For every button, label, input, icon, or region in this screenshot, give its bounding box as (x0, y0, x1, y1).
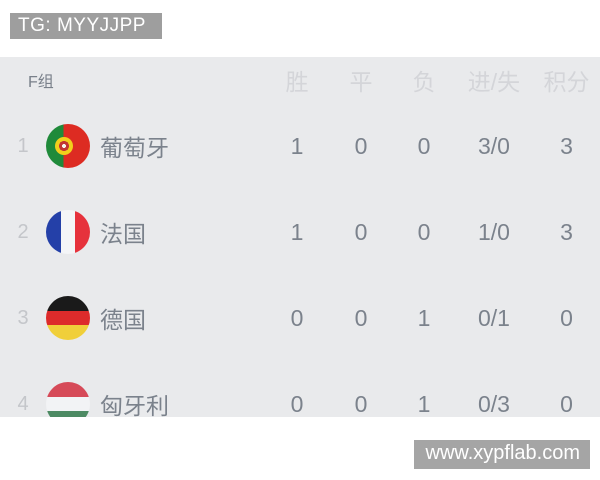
table-row[interactable]: 4 匈牙利 0 0 1 0/3 0 (0, 361, 600, 417)
table-rows: 1 葡萄牙 1 0 0 3/0 3 2 法国 1 0 0 1/0 3 3 德国 … (0, 103, 600, 417)
flag-cell (38, 382, 100, 417)
flag-cell (38, 210, 100, 254)
losses-value: 1 (417, 304, 431, 331)
column-header-goals: 进/失 (467, 69, 521, 95)
points-value: 3 (560, 132, 573, 159)
points-value: 3 (560, 218, 573, 245)
germany-flag-icon (46, 296, 90, 340)
table-row[interactable]: 2 法国 1 0 0 1/0 3 (0, 189, 600, 275)
group-title: F组 (28, 74, 54, 91)
table-header-row: F组 胜 平 负 进/失 积分 (0, 57, 600, 103)
wins-value: 1 (290, 218, 304, 245)
goals-for-against-value: 1/0 (478, 218, 510, 245)
column-header-draws: 平 (349, 69, 373, 95)
losses-value: 0 (417, 218, 431, 245)
losses-value: 1 (417, 390, 431, 417)
tg-watermark-badge: TG: MYYJJPP (10, 13, 162, 39)
column-header-points: 积分 (543, 69, 590, 95)
wins-value: 0 (290, 304, 304, 331)
losses-value: 0 (417, 132, 431, 159)
column-header-wins: 胜 (285, 69, 309, 95)
team-name: 法国 (100, 221, 146, 247)
draws-value: 0 (354, 132, 368, 159)
column-header-losses: 负 (412, 69, 436, 95)
goals-for-against-value: 0/3 (478, 390, 510, 417)
team-name: 匈牙利 (100, 393, 169, 417)
rank-label: 1 (17, 134, 29, 157)
wins-value: 0 (290, 390, 304, 417)
flag-cell (38, 124, 100, 168)
rank-label: 3 (17, 306, 29, 329)
table-row[interactable]: 1 葡萄牙 1 0 0 3/0 3 (0, 103, 600, 189)
team-name: 葡萄牙 (100, 135, 169, 161)
draws-value: 0 (354, 304, 368, 331)
goals-for-against-value: 0/1 (478, 304, 510, 331)
team-name: 德国 (100, 307, 146, 333)
rank-label: 2 (17, 220, 29, 243)
standings-table: F组 胜 平 负 进/失 积分 1 葡萄牙 1 0 0 3/0 3 2 法国 1… (0, 57, 600, 417)
france-flag-icon (46, 210, 90, 254)
rank-label: 4 (17, 392, 29, 415)
hungary-flag-icon (46, 382, 90, 417)
flag-cell (38, 296, 100, 340)
portugal-flag-icon (46, 124, 90, 168)
table-row[interactable]: 3 德国 0 0 1 0/1 0 (0, 275, 600, 361)
draws-value: 0 (354, 390, 368, 417)
draws-value: 0 (354, 218, 368, 245)
wins-value: 1 (290, 132, 304, 159)
portugal-emblem-icon (54, 137, 73, 155)
points-value: 0 (560, 304, 573, 331)
goals-for-against-value: 3/0 (478, 132, 510, 159)
points-value: 0 (560, 390, 573, 417)
site-watermark-badge: www.xypflab.com (413, 440, 590, 469)
